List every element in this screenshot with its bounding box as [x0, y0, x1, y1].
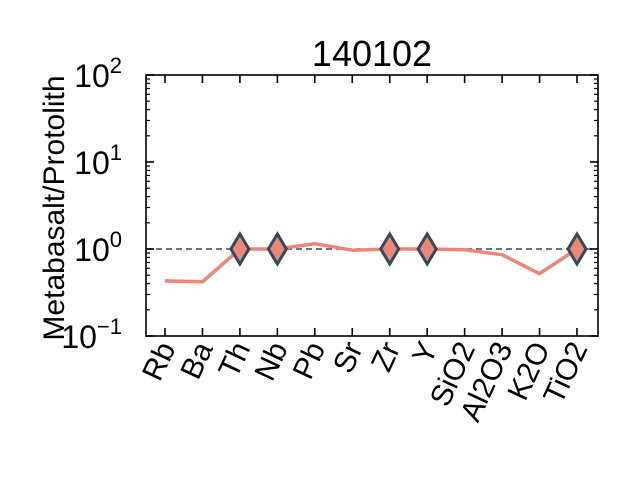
chart-title: 140102	[312, 33, 432, 74]
data-point-marker	[229, 231, 251, 267]
x-tick-label: Rb	[136, 337, 182, 386]
x-tick-label: Zr	[365, 337, 407, 377]
x-tick-label: Sr	[327, 337, 370, 378]
data-point-marker	[566, 231, 588, 267]
y-tick-label: 101	[74, 140, 122, 181]
data-point-marker	[266, 231, 289, 267]
axes-frame	[145, 74, 599, 337]
y-tick-label: 102	[74, 53, 122, 94]
y-tick-label: 100	[74, 227, 122, 268]
data-point-marker	[416, 231, 438, 267]
x-tick-label: Pb	[287, 337, 332, 384]
x-tick-label: Ba	[174, 337, 220, 384]
y-axis-label: Metabasalt/Protolith	[38, 75, 71, 340]
x-tick-label: Nb	[249, 337, 295, 386]
y-tick-label: 10−1	[61, 314, 122, 355]
x-tick-label: Th	[213, 337, 258, 383]
data-point-marker	[378, 231, 401, 267]
